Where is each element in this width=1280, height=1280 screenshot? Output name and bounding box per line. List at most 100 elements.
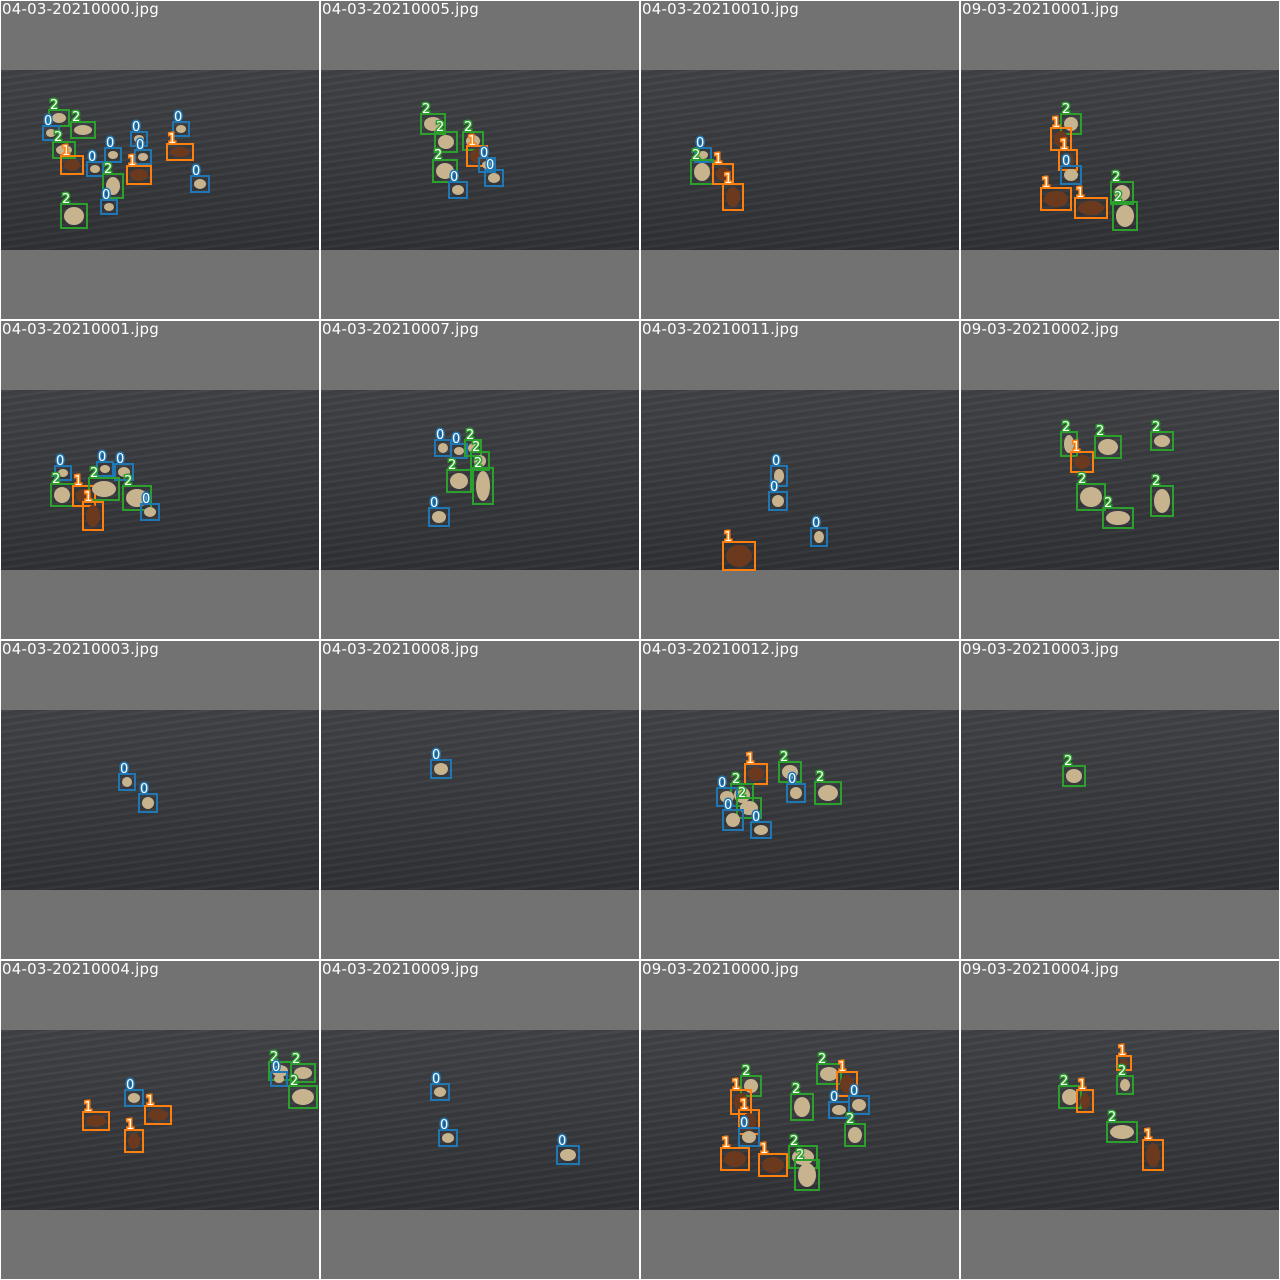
image-tile[interactable]: 2 09-03-20210003.jpg [961, 641, 1279, 959]
bbox-class-label: 0 [1062, 154, 1070, 169]
image-tile[interactable]: 0 04-03-20210008.jpg [321, 641, 639, 959]
image-tile[interactable]: 0 0 0 1 04-03-20210011.jpg [641, 321, 959, 639]
detection-box-1: 1 [722, 171, 744, 211]
detection-box-0: 0 [438, 1117, 458, 1147]
detection-overlay: 00 [118, 761, 158, 813]
bbox-class-label: 1 [62, 144, 70, 159]
image-tile[interactable]: 1 2 2 1 2 1 09-03-20210004.jpg [961, 961, 1279, 1279]
bbox-rect [82, 501, 104, 531]
bbox-class-label: 2 [292, 1052, 300, 1067]
image-tile[interactable]: 0 0 0 04-03-20210009.jpg [321, 961, 639, 1279]
nut-object [852, 1099, 866, 1111]
image-tile[interactable]: 2 2 2 1 0 2 0 0 04-03-20210005.jpg [321, 1, 639, 319]
nut-object [482, 161, 492, 169]
nut-object [128, 1133, 140, 1149]
bbox-rect [100, 199, 118, 215]
image-tile[interactable]: 2 1 1 0 2 2 1 0 0 2 2 2 1 1 09-03-20210000.jpg [641, 961, 959, 1279]
bbox-class-label: 1 [126, 1118, 134, 1133]
detection-box-2: 2 [844, 1111, 866, 1147]
bbox-rect [844, 1123, 866, 1147]
bbox-rect [790, 1093, 814, 1121]
tile-filename: 04-03-20210003.jpg [2, 641, 159, 658]
bbox-rect [770, 465, 788, 487]
nut-object [488, 173, 500, 183]
bbox-class-label: 2 [464, 120, 472, 135]
bbox-class-label: 0 [98, 450, 106, 465]
bbox-class-label: 2 [780, 750, 788, 765]
detection-box-1: 1 [82, 1099, 110, 1131]
nut-object [798, 1163, 816, 1187]
image-tile[interactable]: 0 2 1 1 04-03-20210010.jpg [641, 1, 959, 319]
detection-box-1: 1 [1040, 175, 1072, 211]
bbox-class-label: 0 [142, 492, 150, 507]
detection-box-2: 2 [434, 119, 458, 153]
detection-box-1: 1 [836, 1059, 858, 1097]
detection-overlay: 2 [1062, 753, 1086, 787]
bbox-rect [1070, 451, 1094, 473]
tile-photo: 0 0 0 1 [641, 390, 959, 571]
image-tile[interactable]: 2 1 1 0 1 1 2 2 09-03-20210001.jpg [961, 1, 1279, 319]
detection-box-1: 1 [744, 751, 768, 785]
detection-box-0: 0 [770, 453, 788, 487]
nut-object [832, 1105, 846, 1115]
bbox-rect [464, 439, 482, 457]
image-tile[interactable]: 1 2 2 0 2 0 2 0 0 04-03-20210012.jpg [641, 641, 959, 959]
image-tile[interactable]: 0 0 04-03-20210003.jpg [1, 641, 319, 959]
bbox-class-label: 0 [272, 1060, 280, 1075]
detection-box-0: 0 [450, 431, 468, 459]
nut-object [1116, 205, 1134, 227]
image-tile[interactable]: 2 2 2 1 2 2 2 09-03-20210002.jpg [961, 321, 1279, 639]
bbox-rect [472, 467, 494, 505]
nut-object [452, 185, 464, 195]
tile-filename: 04-03-20210010.jpg [642, 1, 799, 18]
bbox-rect [134, 149, 152, 165]
bbox-rect [1076, 483, 1106, 511]
nut-object [1110, 1125, 1134, 1139]
tile-photo: 0 0 0 [321, 1030, 639, 1210]
detection-box-0: 0 [1060, 153, 1082, 185]
bbox-rect [448, 181, 468, 199]
bbox-class-label: 1 [1144, 1128, 1152, 1143]
bbox-class-label: 0 [812, 516, 820, 531]
bbox-class-label: 2 [816, 770, 824, 785]
bbox-rect [420, 113, 446, 135]
detection-box-0: 0 [694, 135, 712, 163]
detection-box-0: 0 [172, 109, 190, 137]
bbox-class-label: 1 [732, 1078, 740, 1093]
bbox-class-label: 1 [722, 1136, 730, 1151]
bbox-rect [438, 1129, 458, 1147]
bbox-class-label: 1 [746, 752, 754, 767]
nut-object [64, 207, 84, 225]
bbox-rect [814, 781, 842, 805]
bbox-class-label: 2 [50, 98, 58, 113]
detection-box-2: 2 [736, 785, 762, 819]
bbox-rect [96, 461, 114, 477]
bbox-rect [828, 1101, 850, 1119]
image-tile[interactable]: 2 0 2 2 1 0 0 0 0 0 1 1 2 0 0 2 04-03-20210000.jpg [1, 1, 319, 319]
bbox-rect [118, 773, 136, 791]
bbox-class-label: 2 [790, 1134, 798, 1149]
detection-box-2: 2 [70, 109, 96, 139]
detection-box-0: 0 [434, 427, 452, 457]
image-tile[interactable]: 0 2 0 0 1 2 2 1 0 04-03-20210001.jpg [1, 321, 319, 639]
image-tile[interactable]: 0 0 2 2 2 2 0 04-03-20210007.jpg [321, 321, 639, 639]
nut-object [1064, 169, 1078, 181]
bbox-rect [1116, 1055, 1132, 1071]
bbox-rect [836, 1071, 858, 1097]
detection-box-2: 2 [1094, 423, 1122, 459]
bbox-rect [778, 761, 802, 783]
bbox-rect [744, 763, 768, 785]
image-tile[interactable]: 0 1 1 1 2 2 0 2 04-03-20210004.jpg [1, 961, 319, 1279]
nut-object [720, 791, 734, 803]
nut-object [1054, 131, 1068, 147]
nut-object [774, 469, 784, 483]
bbox-class-label: 2 [52, 472, 60, 487]
bbox-class-label: 0 [136, 138, 144, 153]
bbox-rect [722, 183, 744, 211]
nut-object [1080, 487, 1102, 507]
nut-object [742, 1113, 756, 1131]
